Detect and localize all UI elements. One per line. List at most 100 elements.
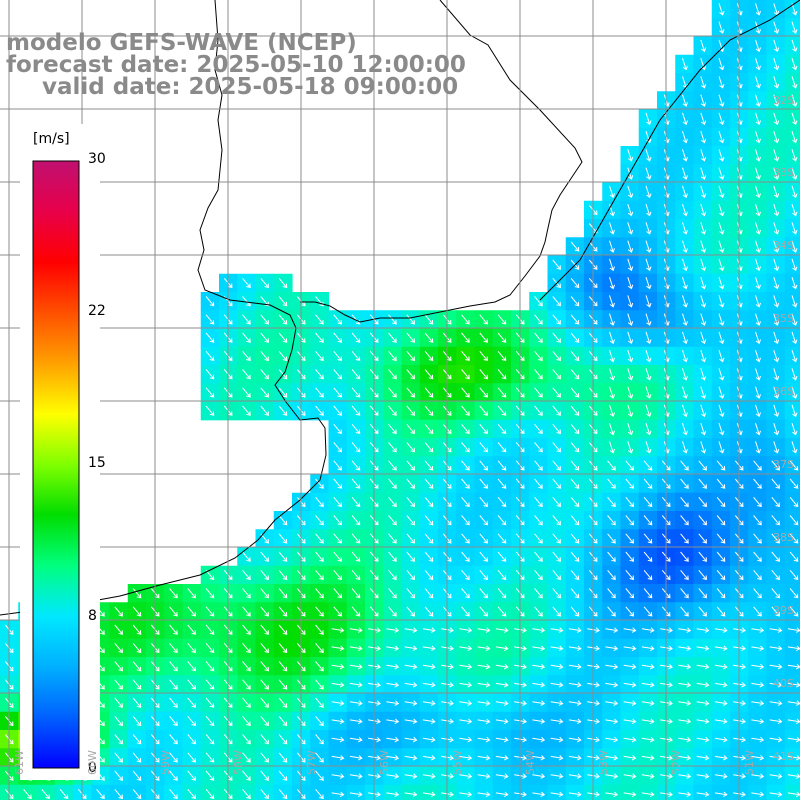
wind-arrow	[187, 734, 196, 745]
wind-arrow	[641, 682, 655, 688]
wind-arrow	[568, 663, 582, 670]
wind-arrow	[678, 682, 692, 688]
wind-arrow	[682, 204, 688, 217]
wind-arrow	[260, 697, 269, 708]
wind-arrow	[132, 770, 142, 781]
wind-arrow	[682, 441, 688, 454]
wind-arrow	[718, 167, 725, 180]
wind-speed-cell	[784, 474, 800, 494]
wind-arrow	[609, 222, 615, 235]
wind-speed-cell	[784, 730, 800, 749]
wind-arrow	[169, 697, 178, 708]
wind-arrow	[534, 296, 543, 307]
wind-arrow	[568, 791, 582, 798]
wind-speed-cell	[784, 620, 800, 640]
wind-arrow	[716, 515, 726, 526]
wind-arrow	[351, 533, 361, 544]
wind-arrow	[678, 627, 692, 633]
wind-arrow	[552, 515, 561, 526]
wind-arrow	[645, 204, 652, 217]
wind-arrow	[459, 736, 473, 743]
wind-arrow	[552, 387, 561, 398]
wind-arrow	[769, 773, 783, 779]
wind-arrow	[534, 405, 543, 416]
wind-arrow	[477, 755, 491, 761]
wind-arrow	[773, 112, 780, 126]
wind-arrow	[678, 736, 692, 743]
wind-arrow	[331, 755, 345, 761]
wind-arrow	[700, 185, 707, 199]
wind-arrow	[751, 663, 765, 670]
wind-speed-cell	[273, 784, 293, 800]
wind-arrow	[331, 682, 345, 688]
wind-arrow	[242, 661, 251, 672]
wind-arrow	[242, 369, 251, 380]
wind-arrow	[680, 569, 689, 581]
wind-arrow	[769, 663, 783, 670]
wind-speed-cell	[492, 784, 512, 800]
lat-label-38s: 38S	[773, 531, 794, 544]
wind-arrow	[714, 718, 728, 725]
wind-arrow	[333, 387, 342, 398]
wind-arrow	[386, 645, 400, 652]
wind-arrow	[497, 350, 507, 362]
wind-arrow	[406, 478, 415, 489]
wind-arrow	[771, 460, 780, 471]
wind-arrow	[755, 76, 761, 89]
wind-arrow	[406, 369, 415, 380]
wind-speed-cell	[310, 784, 330, 800]
wind-arrow	[773, 222, 780, 235]
wind-arrow	[351, 588, 361, 599]
wind-arrow	[645, 368, 652, 381]
colorbar-gradient	[32, 160, 80, 769]
wind-arrow	[169, 752, 178, 763]
wind-arrow	[424, 533, 434, 544]
wind-arrow	[459, 663, 473, 670]
wind-arrow	[424, 350, 434, 362]
wind-arrow	[696, 645, 710, 652]
wind-arrow	[791, 94, 798, 107]
wind-arrow	[570, 551, 580, 562]
wind-arrow	[552, 460, 561, 471]
colorbar-tick-15: 15	[88, 455, 106, 471]
wind-arrow	[627, 423, 634, 436]
wind-arrow	[627, 368, 634, 381]
wind-arrow	[388, 369, 397, 380]
wind-speed-cell	[419, 784, 439, 800]
wind-arrow	[114, 642, 123, 654]
wind-arrow	[645, 295, 652, 308]
wind-arrow	[718, 131, 725, 144]
wind-arrow	[789, 588, 799, 599]
wind-arrow	[242, 679, 251, 690]
wind-arrow	[718, 76, 725, 89]
wind-arrow	[753, 478, 762, 489]
wind-arrow	[771, 588, 780, 599]
wind-arrow	[625, 606, 634, 617]
wind-arrow	[205, 332, 215, 343]
wind-arrow	[753, 606, 762, 617]
wind-arrow	[718, 258, 725, 272]
wind-arrow	[552, 332, 561, 343]
wind-arrow	[755, 368, 761, 381]
wind-arrow	[627, 404, 634, 418]
wind-arrow	[260, 770, 269, 781]
wind-arrow	[550, 645, 564, 652]
wind-arrow	[718, 350, 725, 363]
wind-arrow	[570, 496, 580, 508]
wind-arrow	[570, 515, 580, 526]
wind-arrow	[607, 496, 616, 508]
wind-arrow	[773, 39, 780, 53]
wind-speed-cell	[784, 693, 800, 713]
wind-arrow	[773, 368, 780, 381]
colorbar-tick-8: 8	[88, 608, 97, 624]
wind-arrow	[260, 788, 269, 800]
wind-arrow	[609, 185, 615, 199]
wind-arrow	[497, 405, 507, 416]
wind-arrow	[552, 259, 561, 270]
wind-speed-cell	[784, 127, 800, 147]
wind-arrow	[479, 533, 488, 544]
wind-arrow	[718, 149, 725, 162]
wind-speed-cell	[711, 784, 731, 800]
wind-arrow	[169, 788, 178, 800]
wind-speed-cell	[784, 602, 800, 622]
